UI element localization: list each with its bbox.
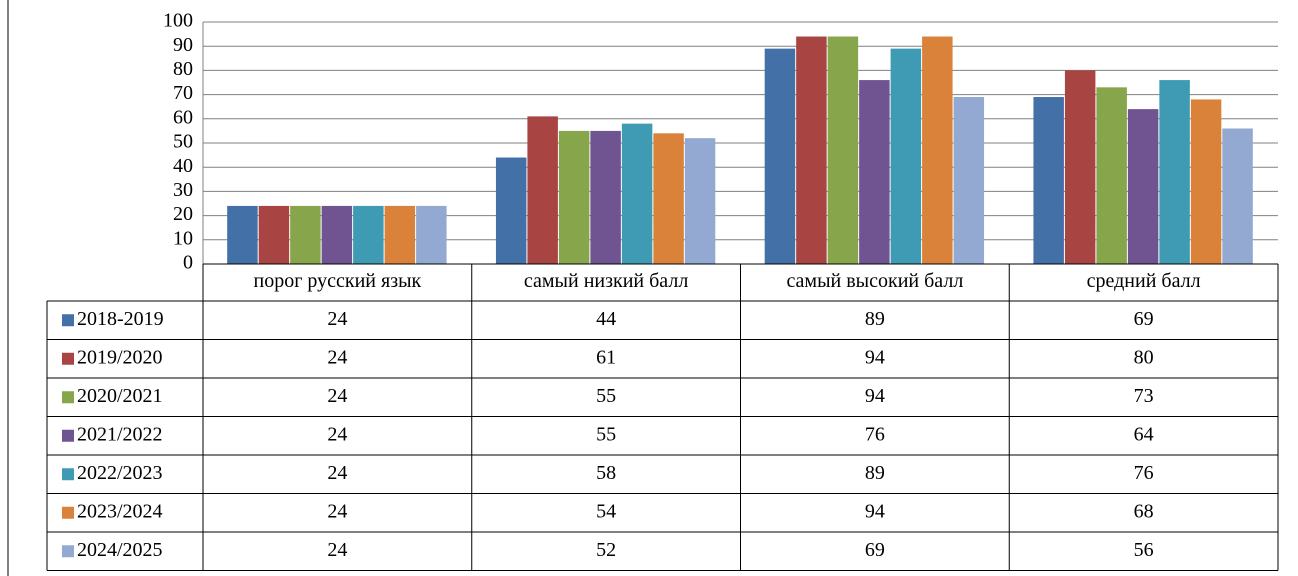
legend-label: 2018-2019 — [77, 308, 164, 330]
legend-key — [62, 352, 74, 365]
legend-label: 2024/2025 — [77, 539, 163, 561]
x-tick-label: самый высокий балл — [786, 270, 963, 292]
table-value: 89 — [865, 462, 885, 484]
bar — [1064, 70, 1096, 265]
bar — [1190, 99, 1222, 264]
bar — [653, 133, 684, 264]
bar — [353, 205, 384, 264]
bar — [384, 205, 416, 264]
bar — [827, 36, 859, 264]
y-tick-label: 20 — [173, 203, 193, 225]
table-value: 56 — [1134, 539, 1154, 561]
table-value: 61 — [596, 346, 616, 368]
bar — [796, 36, 827, 264]
bar — [890, 48, 922, 265]
table-value: 80 — [1134, 346, 1154, 368]
x-tick-label: средний балл — [1087, 270, 1201, 292]
bar — [764, 48, 796, 265]
table-value: 64 — [1134, 423, 1154, 445]
y-tick-label: 100 — [163, 10, 193, 32]
legend-key — [62, 429, 74, 442]
table-value: 24 — [327, 385, 347, 407]
bar — [1127, 109, 1159, 265]
legend-label: 2022/2023 — [77, 462, 163, 484]
table-value: 94 — [865, 500, 885, 522]
bar — [321, 205, 353, 264]
y-tick-label: 70 — [173, 82, 193, 104]
table-value: 68 — [1134, 500, 1154, 522]
table-value: 69 — [865, 539, 885, 561]
table-value: 89 — [865, 308, 885, 330]
table-value: 76 — [865, 423, 885, 445]
legend-label: 2020/2021 — [77, 385, 163, 407]
table-value: 94 — [865, 346, 885, 368]
y-tick-label: 80 — [173, 58, 193, 80]
table-value: 52 — [596, 539, 616, 561]
bar — [922, 36, 953, 264]
bar — [1096, 87, 1127, 264]
x-tick-label: самый низкий балл — [524, 270, 688, 292]
bar — [227, 205, 258, 264]
bar — [621, 123, 653, 264]
table-value: 94 — [865, 385, 885, 407]
table-value: 76 — [1134, 462, 1154, 484]
legend-key — [62, 506, 74, 519]
legend-key — [62, 468, 74, 481]
table-value: 24 — [327, 500, 347, 522]
table-value: 58 — [596, 462, 616, 484]
bar — [558, 130, 590, 264]
bar — [416, 205, 447, 264]
bar — [258, 205, 290, 264]
table-value: 24 — [327, 346, 347, 368]
bar — [527, 116, 558, 264]
table-value: 55 — [596, 423, 616, 445]
legend-key — [62, 391, 74, 404]
bar — [590, 130, 621, 264]
table-value: 73 — [1134, 385, 1154, 407]
table-value: 24 — [327, 423, 347, 445]
bar — [1159, 80, 1190, 264]
bar — [684, 138, 716, 264]
y-tick-label: 0 — [183, 252, 193, 274]
bar — [859, 80, 890, 264]
y-tick-label: 30 — [173, 179, 193, 201]
y-tick-label: 90 — [173, 34, 193, 56]
table-value: 54 — [596, 500, 616, 522]
legend-key — [62, 314, 74, 327]
legend-label: 2019/2020 — [77, 346, 163, 368]
legend-key — [62, 545, 74, 558]
table-value: 24 — [327, 308, 347, 330]
bar — [290, 205, 321, 264]
bar — [1033, 97, 1064, 265]
y-tick-label: 60 — [173, 106, 193, 128]
y-tick-label: 10 — [173, 227, 193, 249]
legend-label: 2023/2024 — [77, 500, 163, 522]
legend-label: 2021/2022 — [77, 423, 163, 445]
table-value: 69 — [1134, 308, 1154, 330]
bar — [1222, 128, 1253, 264]
table-value: 24 — [327, 539, 347, 561]
table-value: 24 — [327, 462, 347, 484]
table-value: 55 — [596, 385, 616, 407]
table-value: 44 — [596, 308, 616, 330]
y-tick-label: 50 — [173, 131, 193, 153]
y-tick-label: 40 — [173, 155, 193, 177]
x-tick-label: порог русский язык — [253, 270, 421, 292]
bar — [953, 97, 985, 265]
bar — [495, 157, 527, 264]
